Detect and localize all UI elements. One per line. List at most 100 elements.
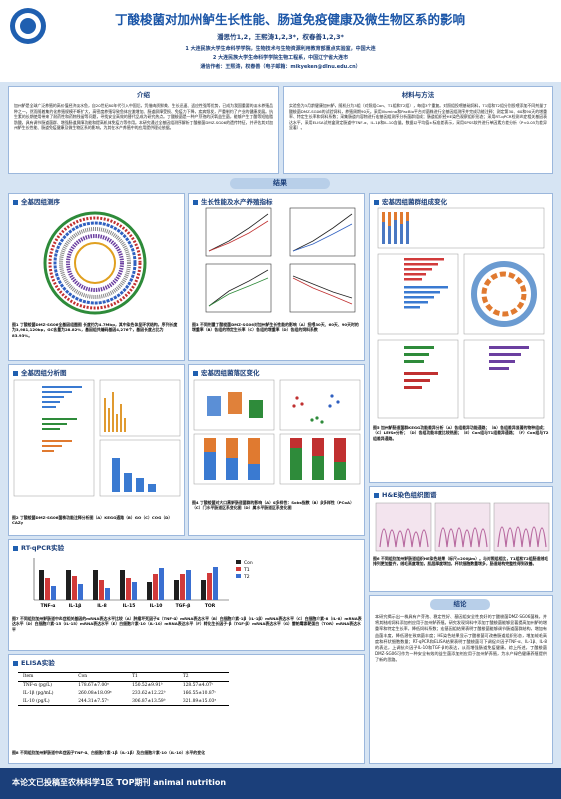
legend-swatch	[236, 560, 241, 564]
cell: 128.57±4.07ᶜ	[182, 683, 214, 689]
growth-panels	[205, 207, 356, 313]
legend-swatch	[236, 567, 241, 571]
cell: 178.67±7.00ᵃ	[78, 683, 109, 689]
bar-shape	[147, 582, 152, 600]
figure-caption: 图6 不同组别加州鲈肠道组织HE染色结果（标尺=200μm）。与对照组相比，T1…	[373, 556, 549, 567]
gene-label: IL-15	[123, 603, 136, 609]
section-box	[188, 193, 365, 361]
affiliation: 2 大连民族大学生命科学学院生物工程系，中国辽宁省大连市	[212, 55, 349, 61]
bar-shape	[39, 570, 44, 600]
header-cell: Item	[23, 674, 34, 680]
bar-shape	[174, 580, 179, 600]
bar-shape	[51, 586, 56, 600]
section-title: 宏基因组菌落区变化	[193, 367, 260, 377]
figure-caption: 图4 丁酸梭菌对大口黑鲈肠道菌群的影响（A）α多样性：Sobs指数（B）β多样性…	[192, 500, 354, 511]
cell: 321.89±15.03ᵃ	[182, 698, 217, 704]
row: TNF-α (pg/L) 178.67±7.00ᵃ 150.52±9.91ᵇ 128.…	[18, 681, 229, 689]
header-cell: T2	[182, 674, 189, 680]
section-box	[369, 595, 553, 764]
section-box	[8, 193, 185, 361]
bar-shape	[207, 573, 212, 600]
genome-map	[43, 211, 147, 315]
logo	[10, 8, 46, 44]
bar-shape	[201, 580, 206, 600]
section-title: H&E染色组织图谱	[374, 489, 437, 499]
figure-caption: 图7 不同组别加州鲈肠道中炎症相关基因的mRNA表达水平比较（A）肿瘤坏死因子α…	[12, 616, 362, 632]
bar-shape	[159, 568, 164, 600]
figure-caption: 图5 加州鲈肠道菌群KEGG功能差异分析（A）各组差异功能通路；（B）各组差异显…	[373, 425, 549, 441]
legend-label: T1	[243, 567, 250, 573]
section-box	[8, 654, 365, 764]
cell: 166.55±10.87ᶜ	[182, 690, 216, 696]
intro-heading: 介绍	[137, 91, 150, 99]
community-panels	[193, 379, 361, 485]
conclusion-heading: 结论	[430, 599, 490, 610]
bar-shape	[66, 570, 71, 600]
function-panels	[13, 379, 181, 497]
title: 丁酸梭菌对加州鲈生长性能、肠道免疫健康及微生物区系的影响	[114, 12, 465, 27]
gene-label: IL-8	[97, 603, 107, 609]
conclusion-text: 本研究揭示出一株具有产芽孢、稳定性好、基因组安全性良好的丁酸梭菌DMZ-SG06…	[375, 614, 547, 663]
bar-shape	[120, 570, 125, 600]
bar-shape	[132, 582, 137, 600]
methods-heading: 材料与方法	[401, 91, 435, 99]
footer	[0, 768, 561, 799]
intro-box	[8, 86, 279, 174]
cell: 244.31±7.57ᶜ	[78, 698, 109, 704]
bar-shape	[72, 576, 77, 600]
section-title: 生长性能及水产养殖指标	[193, 196, 273, 206]
gene-label: IL-10	[150, 603, 163, 609]
figure-caption: 图2 丁酸梭菌DMZ-SG06菌株功能注释分析图（A）KEGG通路（B）GO（C…	[12, 515, 173, 526]
section-title: 全基因组测序	[13, 196, 60, 206]
bar-shape	[93, 570, 98, 600]
authors: 潘思竹1,2，王熙涛1,2,3*，权春善1,2,3*	[217, 33, 344, 41]
bar-shape	[213, 567, 218, 600]
cell: 260.08±18.09ᵃ	[78, 690, 112, 696]
header-cell: T1	[132, 674, 138, 680]
methods-text: 实验鱼为3月龄健康加州鲈，随机分为3组（对照组Con、T1组和T2组），每组3个…	[289, 103, 547, 131]
section-box	[8, 364, 185, 536]
bar-shape	[99, 580, 104, 600]
section-title: 全基因组分析图	[13, 367, 67, 377]
bar-shape	[45, 578, 50, 600]
table: Item Con T1 T2 TNF-α (pg/L) 178.67±7.00ᵃ 150.5…	[18, 672, 229, 706]
header-row: Item Con T1 T2	[18, 672, 229, 682]
cell: IL-10 (pg/L)	[23, 698, 50, 704]
section-title: ELISA实验	[13, 657, 55, 667]
footer-text: 本论文已投稿至农林科学1区 TOP期刊 animal nutrition	[12, 778, 227, 787]
gene-label: TOR	[205, 603, 216, 609]
metagenome-panels	[377, 207, 545, 419]
he-images	[375, 502, 550, 552]
cell: IL-1β (pg/mL)	[23, 690, 54, 696]
gene-label: TGF-β	[176, 603, 192, 609]
gene-label: TNF-α	[41, 603, 56, 609]
bar-shape	[78, 584, 83, 600]
row: IL-1β (pg/mL) 260.08±18.09ᵃ 233.62±12.22ᵇ 1…	[18, 690, 229, 698]
bar-shape	[105, 588, 110, 600]
legend-label: T2	[243, 574, 250, 580]
gene-label: IL-1β	[69, 603, 83, 609]
methods-box	[283, 86, 553, 174]
row: IL-10 (pg/L) 244.31±7.57ᶜ 306.87±13.59ᵇ 321…	[18, 697, 229, 706]
legend-label: Con	[244, 560, 253, 566]
section-title: RT-qPCR实验	[13, 542, 64, 552]
header	[0, 0, 561, 82]
cell: 233.62±12.22ᵇ	[132, 690, 166, 696]
cell: 306.87±13.59ᵇ	[132, 698, 166, 704]
header-cell: Con	[78, 674, 88, 680]
figure-caption: 图8 不同组别加州鲈肠道中炎症因子TNF-α、白细胞介素-1β（IL-1β）及白…	[12, 750, 205, 755]
correspondence: 通信作者：王熙涛，权春善（电子邮箱：mikyeken@dlnu.edu.cn）	[200, 64, 361, 70]
affiliation: 1 大连民族大学生命科学学院，生物技术与生物资源利用教育部重点实验室，中国大连	[185, 46, 376, 52]
bar-shape	[126, 578, 131, 600]
cell: TNF-α (pg/L)	[23, 683, 52, 689]
section-title: 宏基因组菌群组成变化	[374, 196, 447, 206]
bar-shape	[186, 570, 191, 600]
cell: 150.52±9.91ᵇ	[132, 683, 163, 689]
bar-shape	[180, 574, 185, 600]
figure-caption: 图1 丁酸梭菌DMZ-SG06全基因组圈图 长度约为4.7Mbp，其中染色体呈环…	[12, 322, 178, 338]
results-heading: 结果	[230, 178, 330, 189]
intro-text: 加州鲈是全球广泛养殖的高价值经济淡水鱼，自20世纪80年代引入中国后，凭借肉质鲜…	[14, 103, 273, 131]
elisa-table: Item Con T1 T2 TNF-α (pg/L) 178.67±7.00ᵃ 150.5…	[18, 672, 229, 706]
